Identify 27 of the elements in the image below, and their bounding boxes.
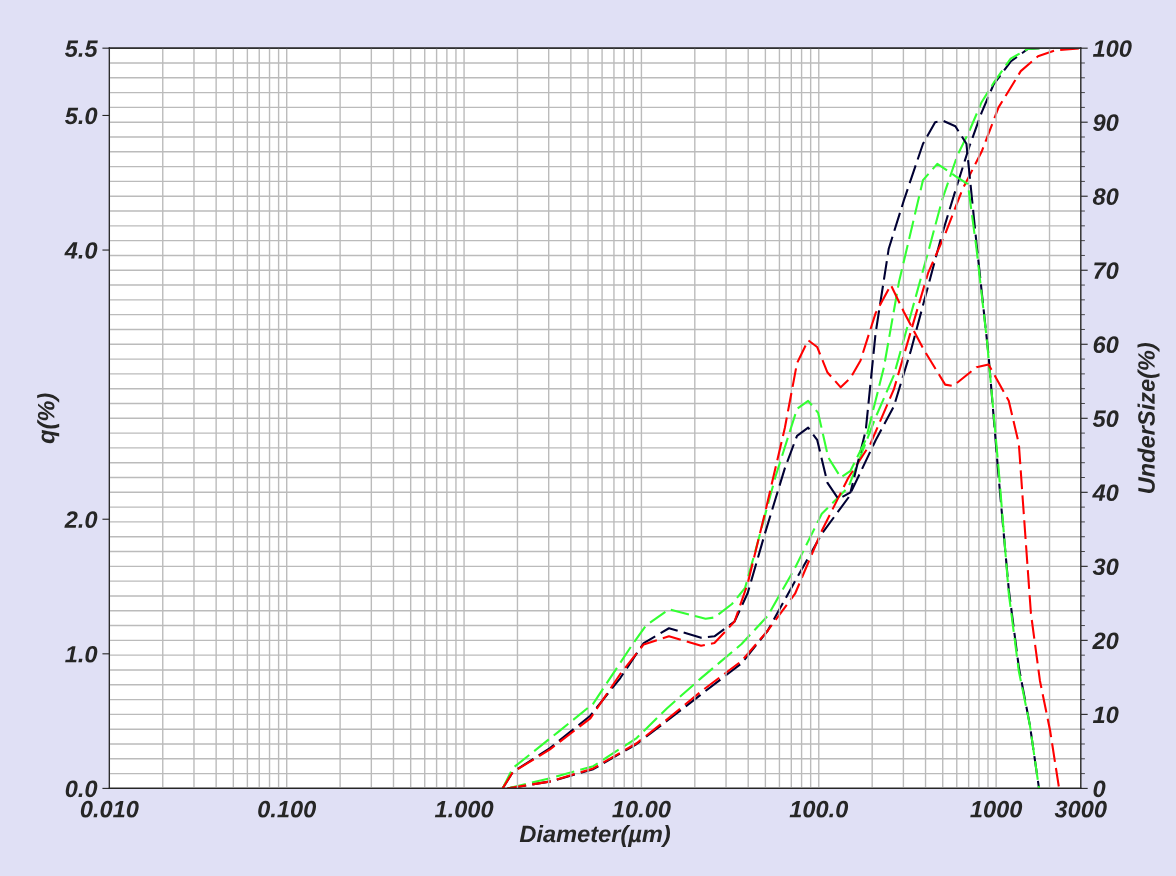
y2-tick-label: 40 [1092, 484, 1119, 502]
x-tick-label: 0.010 [80, 800, 139, 818]
y2-tick-label: 80 [1092, 188, 1119, 206]
y2-tick-label: 60 [1093, 336, 1119, 354]
y-tick-label: 1.0 [65, 645, 98, 663]
x-tick-label: 10.00 [612, 800, 671, 818]
y-tick-label: 4.0 [64, 242, 98, 259]
y2-axis-title: UnderSize(%) [1137, 342, 1160, 494]
y-tick-label: 2.0 [64, 511, 98, 529]
y2-tick-label: 10 [1092, 706, 1119, 724]
y2-tick-label: 90 [1093, 114, 1119, 131]
y2-tick-label: 100 [1092, 40, 1132, 57]
x-axis-title: Diameter(µm) [519, 824, 671, 847]
x-tick-label: 3000 [1054, 800, 1107, 818]
x-tick-label: 100.0 [789, 800, 849, 818]
y2-tick-label: 50 [1092, 410, 1119, 428]
y2-tick-label: 20 [1092, 632, 1119, 650]
x-tick-label: 0.100 [258, 800, 317, 818]
y-axis-title: q(%) [37, 393, 60, 444]
y-tick-label: 5.0 [64, 107, 98, 125]
y2-tick-label: 70 [1094, 262, 1119, 280]
y2-tick-label: 30 [1092, 558, 1119, 576]
x-tick-label: 1.000 [434, 800, 494, 818]
y-tick-label: 0.0 [65, 780, 98, 798]
x-tick-label: 1000 [970, 800, 1023, 818]
y-tick-label: 5.5 [64, 40, 98, 57]
y2-tick-label: 0 [1093, 780, 1106, 798]
